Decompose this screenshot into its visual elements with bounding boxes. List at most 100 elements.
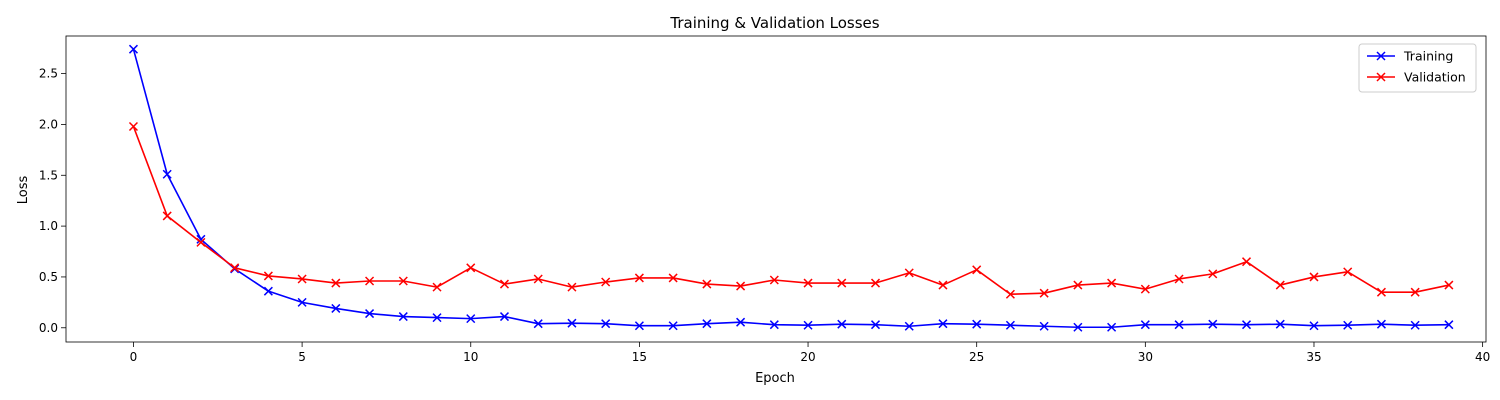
data-point-validation (1174, 274, 1184, 284)
data-point-training (365, 309, 375, 319)
data-point-validation (702, 279, 712, 289)
data-point-validation (668, 273, 678, 283)
legend-label-validation: Validation (1404, 70, 1466, 85)
data-point-validation (499, 279, 510, 289)
y-tick-label: 0.0 (39, 321, 58, 335)
data-point-training (499, 312, 510, 322)
data-point-training (1005, 320, 1015, 330)
y-tick-label: 1.5 (39, 168, 58, 182)
data-point-validation (1444, 280, 1454, 290)
x-tick-label: 10 (463, 350, 478, 364)
y-tick-label: 2.5 (39, 67, 58, 81)
series-line-validation (132, 126, 1450, 296)
plot-frame (65, 35, 1487, 343)
y-axis-label: Loss (16, 176, 31, 205)
y-tick-label: 2.0 (39, 117, 58, 131)
data-point-training (702, 319, 712, 329)
legend-marker-validation (1376, 72, 1386, 82)
data-point-validation (297, 274, 307, 284)
data-point-validation (533, 274, 543, 284)
data-point-validation (736, 281, 746, 291)
data-point-validation (196, 237, 206, 247)
data-point-validation (128, 121, 138, 132)
data-point-training (196, 234, 206, 244)
data-point-training (870, 320, 881, 330)
data-point-validation (1005, 289, 1015, 299)
data-point-training (736, 317, 746, 327)
data-point-training (533, 319, 543, 329)
data-point-training (331, 303, 341, 313)
data-point-validation (365, 276, 375, 286)
data-point-validation (1039, 288, 1049, 298)
y-tick-label: 0.5 (39, 270, 58, 284)
x-tick-label: 0 (130, 350, 138, 364)
data-point-training (1039, 321, 1049, 331)
data-point-training (466, 314, 476, 324)
data-point-training (297, 297, 307, 307)
data-point-training (634, 321, 644, 331)
legend-label-training: Training (1403, 49, 1453, 64)
data-point-validation (567, 282, 577, 292)
data-point-training (803, 320, 813, 330)
data-point-validation (230, 263, 240, 273)
data-point-training (837, 319, 847, 329)
data-point-training (972, 319, 982, 329)
data-point-validation (769, 275, 779, 285)
data-point-validation (1241, 257, 1252, 267)
data-point-training (769, 320, 779, 330)
data-point-training (938, 319, 948, 329)
data-point-validation (1410, 287, 1420, 297)
data-point-validation (1343, 267, 1353, 277)
data-point-validation (1107, 278, 1117, 288)
data-point-validation (1309, 272, 1319, 282)
x-tick-label: 25 (969, 350, 984, 364)
series-line-training (132, 49, 1449, 329)
data-point-validation (466, 263, 476, 273)
data-point-training (1275, 319, 1285, 329)
data-point-training (1073, 322, 1083, 332)
x-tick-label: 5 (298, 350, 306, 364)
data-point-validation (904, 268, 914, 278)
data-point-training (162, 169, 172, 179)
x-tick-label: 40 (1475, 350, 1490, 364)
data-point-training (1309, 321, 1319, 331)
legend: Training Validation (1358, 43, 1477, 93)
x-tick-label: 30 (1138, 350, 1153, 364)
data-point-validation (1275, 280, 1285, 290)
data-point-validation (938, 280, 948, 290)
data-point-validation (634, 273, 644, 283)
data-point-validation (432, 282, 442, 292)
data-point-training (567, 318, 577, 328)
data-point-training (1107, 322, 1117, 332)
plot-area: 0 5 10 15 20 25 30 35 40 0.0 0.5 1.0 1.5 2.0 2.5 (39, 35, 1490, 364)
data-point-validation (1208, 269, 1218, 279)
data-point-training (1208, 319, 1218, 329)
data-point-training (398, 312, 408, 322)
x-tick-label: 20 (800, 350, 815, 364)
data-point-validation (263, 271, 273, 281)
data-point-training (1343, 320, 1353, 330)
data-point-training (1140, 320, 1150, 330)
data-point-validation (162, 211, 172, 221)
data-point-training (904, 321, 914, 331)
data-point-validation (870, 278, 881, 288)
data-point-training (128, 44, 138, 54)
data-point-validation (1140, 284, 1150, 294)
x-axis-label: Epoch (755, 371, 795, 386)
data-point-training (668, 321, 678, 331)
data-point-training (432, 313, 442, 323)
data-point-validation (837, 278, 847, 288)
data-point-training (1376, 319, 1386, 329)
legend-marker-training (1376, 51, 1386, 61)
data-point-validation (398, 276, 408, 286)
data-point-training (1444, 320, 1454, 330)
data-point-validation (601, 277, 611, 287)
chart-title: Training & Validation Losses (669, 14, 879, 32)
data-point-validation (1073, 280, 1083, 290)
data-point-training (1410, 320, 1420, 330)
data-point-training (263, 286, 273, 296)
data-point-training (601, 319, 611, 329)
y-tick-label: 1.0 (39, 219, 58, 233)
